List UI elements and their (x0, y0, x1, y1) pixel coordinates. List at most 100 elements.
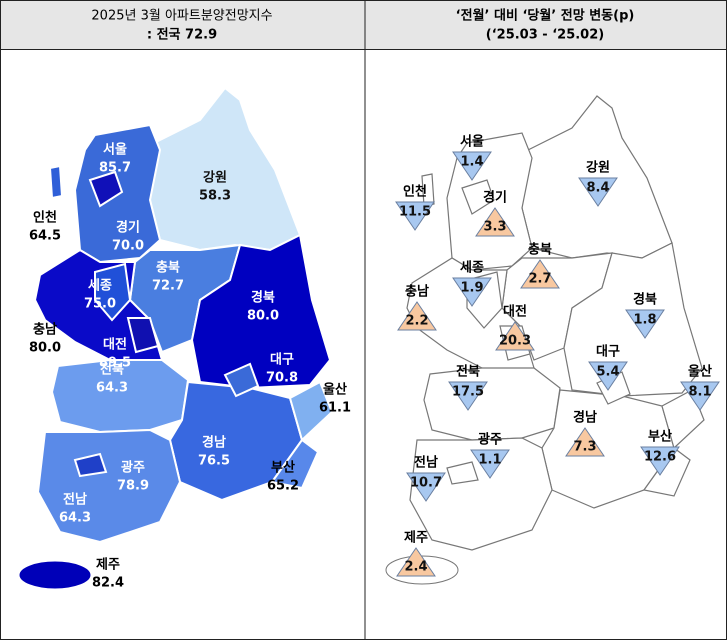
region-shape (18, 560, 92, 590)
change-value: 20.3 (499, 334, 531, 349)
region-name: 경기 (483, 190, 507, 206)
up-triangle (495, 321, 535, 351)
region-shape (50, 359, 190, 434)
down-triangle (578, 177, 618, 207)
region-name: 경북 (633, 292, 657, 308)
region-shape (88, 170, 124, 208)
down-triangle (395, 201, 435, 231)
region-value: 89.5 (99, 356, 131, 371)
left-subtitle: : 전국 72.9 (147, 27, 217, 43)
change-value: 8.1 (688, 385, 711, 400)
region-name: 울산 (688, 364, 712, 380)
region-value: 65.2 (267, 479, 299, 494)
change-value: 10.7 (410, 476, 442, 491)
right-map (385, 95, 705, 585)
region-name: 제주 (404, 531, 428, 546)
region-name: 서울 (103, 142, 127, 158)
down-triangle (625, 309, 665, 339)
region-name: 인천 (403, 184, 427, 200)
region-value: 64.3 (59, 511, 91, 526)
region-name: 전남 (63, 492, 87, 508)
change-value: 2.4 (404, 560, 427, 575)
region-shape (48, 164, 64, 200)
region-name: 대구 (596, 345, 620, 360)
region-shape (94, 262, 132, 322)
region-name: 경북 (251, 290, 275, 306)
region-shape (190, 233, 332, 390)
region-value: 78.9 (117, 479, 149, 494)
up-triangle (520, 259, 560, 289)
change-value: 2.2 (405, 314, 428, 329)
region-shape (168, 380, 304, 502)
region-name: 경남 (202, 435, 226, 451)
down-triangle (588, 361, 628, 391)
header-band (0, 0, 727, 50)
region-name: 서울 (460, 134, 484, 150)
region-name: 충남 (33, 322, 57, 338)
change-value: 1.4 (460, 155, 483, 170)
region-value: 85.7 (99, 161, 131, 176)
region-value: 58.3 (199, 189, 231, 204)
right-subtitle: (‘25.03 - ‘25.02) (486, 28, 604, 43)
region-name: 충남 (405, 284, 429, 300)
region-shape (270, 438, 320, 490)
change-value: 3.3 (483, 220, 506, 235)
region-name: 강원 (203, 170, 227, 186)
region-name: 대구 (270, 353, 294, 368)
change-value: 1.8 (633, 313, 656, 328)
region-name: 광주 (121, 461, 145, 476)
region-name: 인천 (33, 210, 57, 226)
region-name: 대전 (103, 337, 127, 353)
up-triangle (565, 427, 605, 457)
region-value: 72.7 (152, 279, 184, 294)
region-name: 경기 (116, 220, 140, 236)
region-name: 전남 (414, 455, 438, 471)
region-value: 80.0 (29, 341, 61, 356)
change-value: 2.7 (528, 272, 551, 287)
region-value: 76.5 (198, 454, 230, 469)
region-name: 울산 (323, 382, 347, 398)
region-name: 세종 (88, 279, 112, 294)
up-triangle (397, 301, 437, 331)
region-shape (223, 362, 260, 398)
region-value: 61.1 (319, 401, 351, 416)
region-name: 대전 (503, 304, 527, 320)
region-shape (541, 389, 675, 509)
region-name: 제주 (96, 558, 120, 573)
down-triangle (470, 449, 510, 479)
region-shape (421, 173, 435, 207)
region-name: 충북 (528, 242, 552, 258)
region-name: 부산 (271, 460, 295, 476)
region-name: 전북 (100, 362, 124, 378)
region-shape (126, 317, 160, 354)
region-name: 충북 (156, 260, 180, 276)
right-title: ‘전월’ 대비 ‘당월’ 전망 변동(p) (456, 8, 635, 24)
region-name: 세종 (460, 261, 484, 276)
region-name: 경남 (573, 410, 597, 426)
region-name: 전북 (456, 364, 480, 380)
change-value: 5.4 (596, 365, 619, 380)
region-name: 광주 (478, 433, 502, 448)
region-value: 80.0 (247, 309, 279, 324)
region-name: 부산 (648, 429, 672, 445)
change-value: 7.3 (573, 440, 596, 455)
labels: 서울 85.7 인천 64.5 경기 70.0 강원 58.3 충북 72.7 세종 75.0 충남 80… (29, 134, 720, 591)
region-shape (288, 380, 334, 442)
down-triangle (406, 472, 446, 502)
region-value: 75.0 (84, 297, 116, 312)
region-shape (36, 428, 182, 544)
region-value: 64.3 (96, 381, 128, 396)
change-value: 17.5 (452, 385, 484, 400)
region-shape (73, 452, 108, 478)
region-value: 82.4 (92, 576, 124, 591)
down-triangle (452, 151, 492, 181)
left-title: 2025년 3월 아파트분양전망지수 (91, 9, 272, 24)
down-triangle (640, 446, 680, 476)
change-value: 12.6 (644, 450, 676, 465)
down-triangle (448, 381, 488, 411)
change-value: 8.4 (586, 181, 609, 196)
region-shape (423, 367, 561, 441)
region-value: 70.8 (266, 371, 298, 386)
